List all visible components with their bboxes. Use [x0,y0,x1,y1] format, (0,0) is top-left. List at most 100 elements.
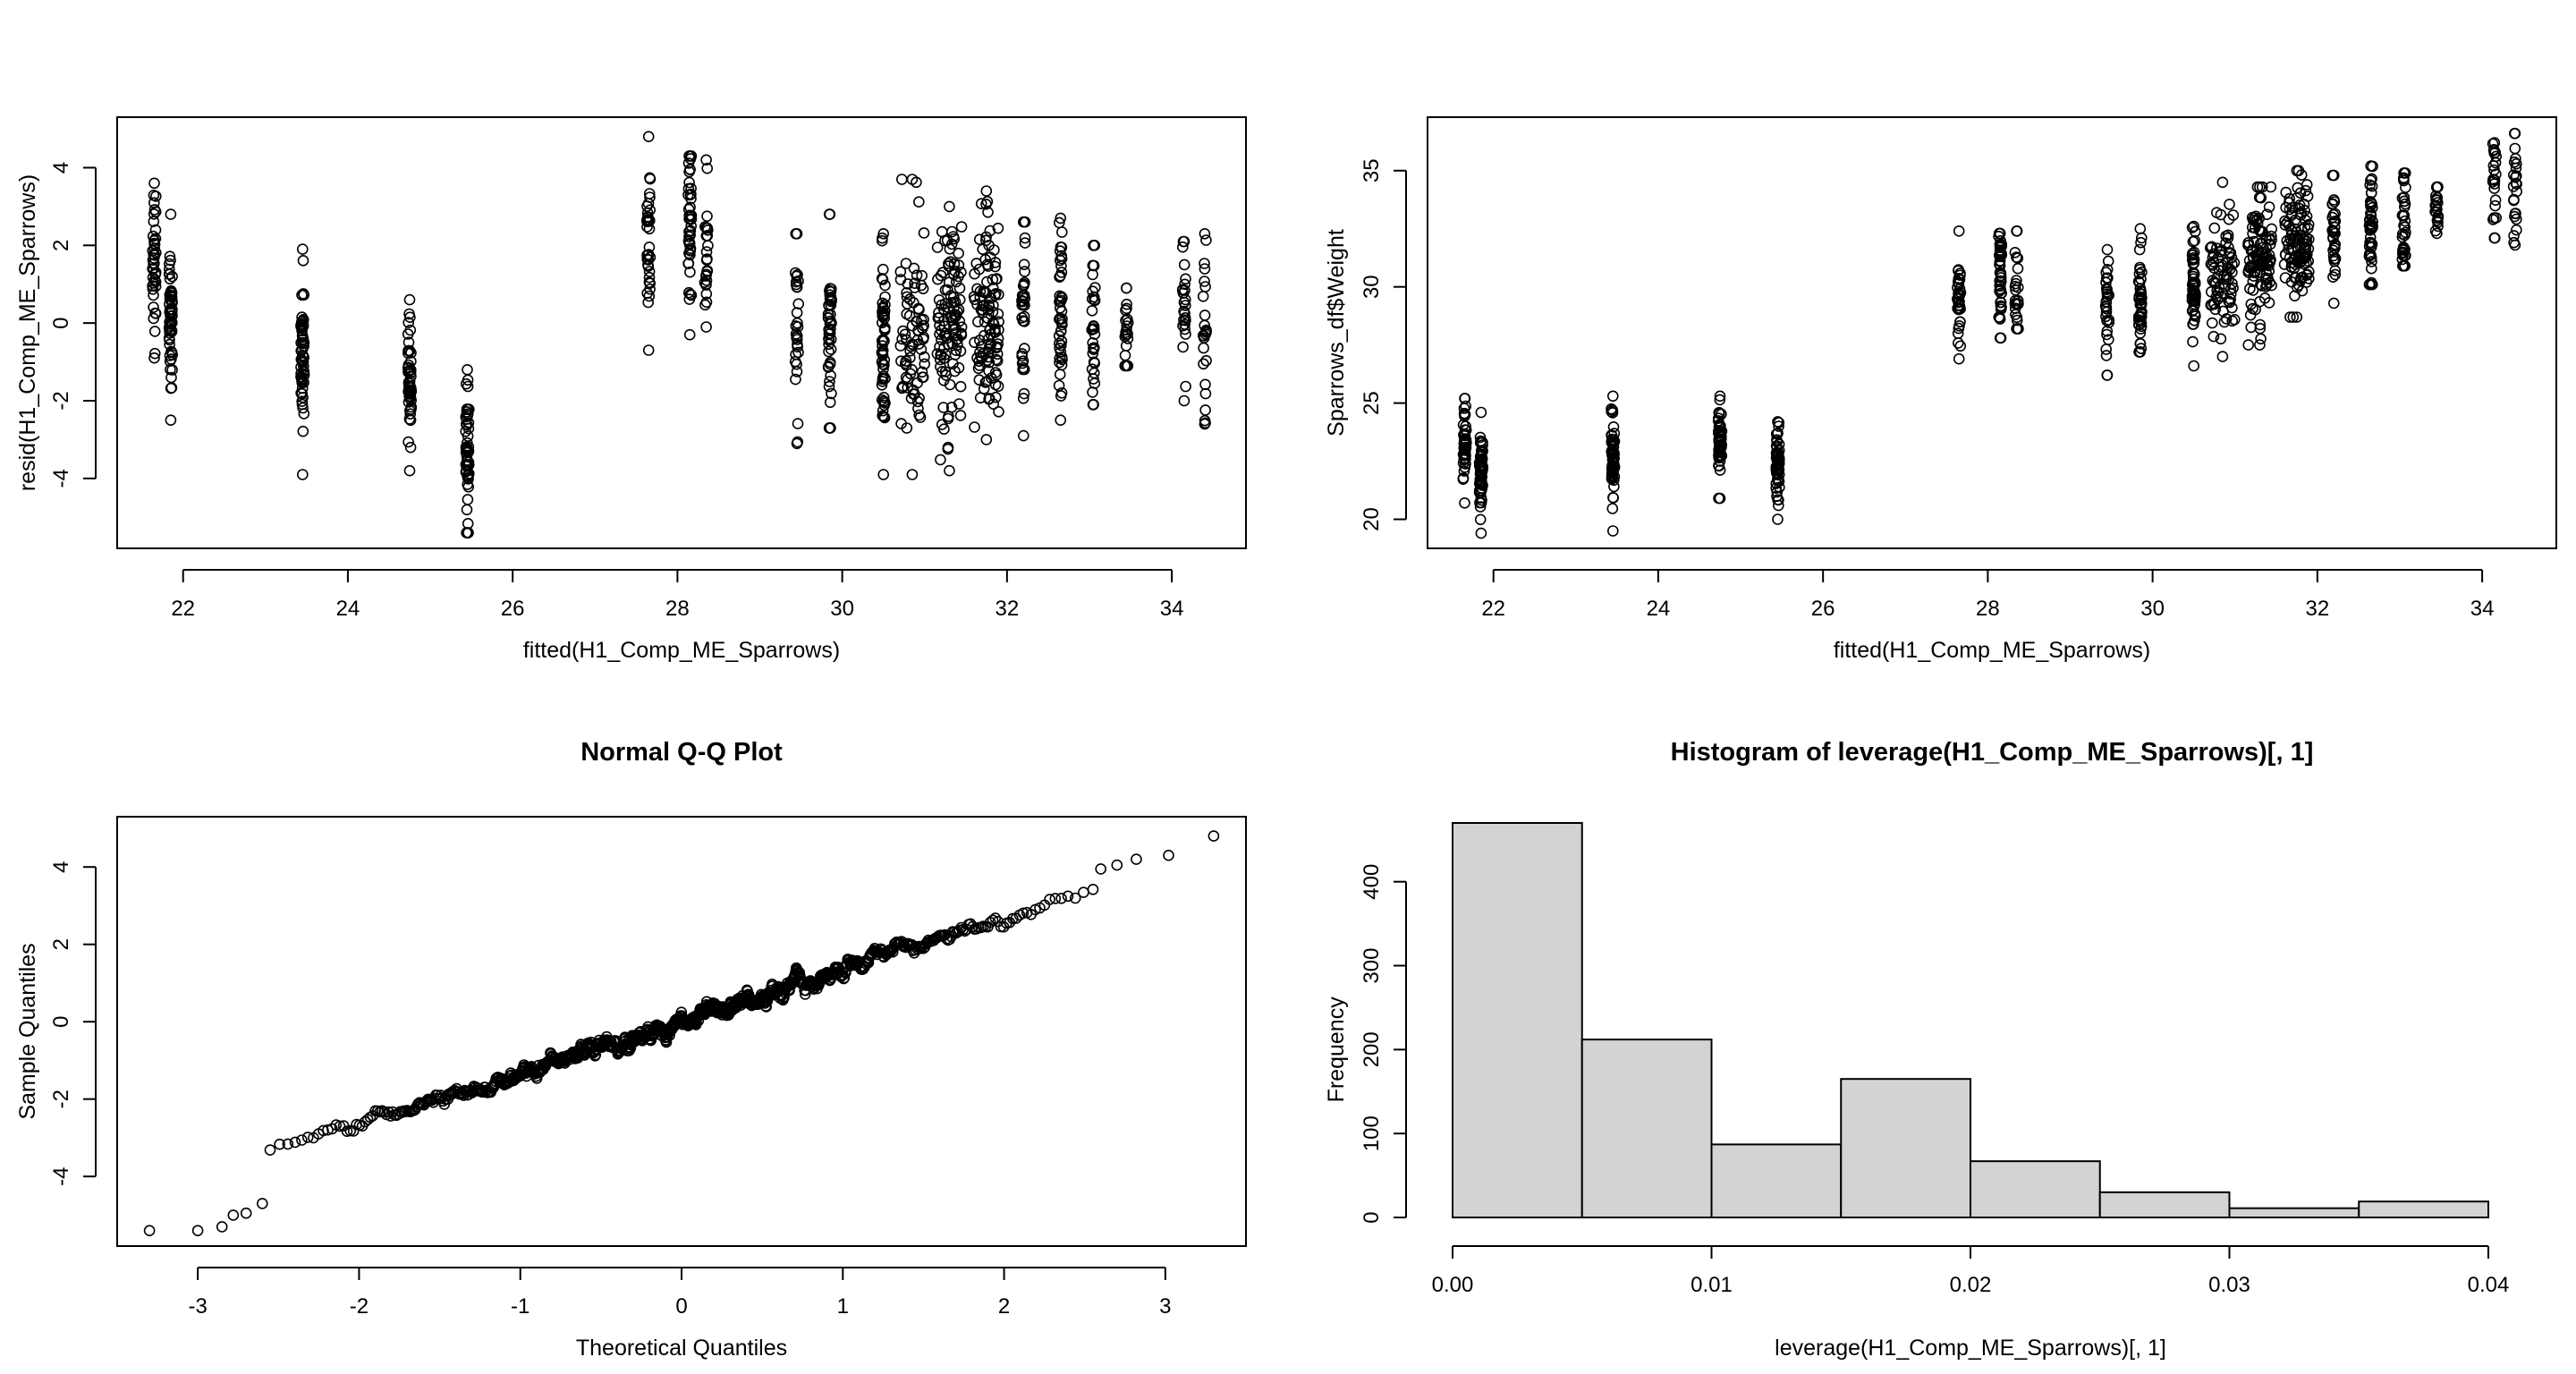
data-point [909,388,920,400]
data-point [792,418,804,429]
data-point [642,131,655,142]
data-point [2363,278,2376,291]
data-point [684,249,696,261]
data-point [2224,199,2235,210]
data-point [2227,282,2239,294]
data-point [301,1132,314,1143]
data-point [878,359,890,371]
y-tick-label: 2 [49,938,73,950]
x-tick-label: 0.00 [1432,1273,1474,1297]
histogram-bar [1452,822,1583,1218]
data-point [2292,165,2305,177]
data-point [296,334,309,346]
data-point [1476,494,1487,506]
data-point [164,250,176,263]
data-point [876,394,888,406]
data-point [990,353,1003,366]
data-point [1179,284,1191,296]
data-point [1606,436,1618,447]
data-point [2210,277,2222,290]
data-point [953,361,965,374]
data-point [790,227,802,240]
data-point [1198,358,1209,370]
data-point [1010,912,1022,924]
x-tick-label: 26 [1811,597,1835,621]
x-tick-label: -2 [350,1294,369,1319]
data-point [2188,257,2200,269]
data-point [2263,201,2275,213]
data-point [462,527,474,539]
data-point [993,324,1004,336]
data-point [980,231,992,243]
data-point [2291,192,2302,204]
data-point [909,282,920,293]
data-point [792,436,804,448]
data-point [982,351,995,363]
data-point [1199,263,1211,275]
data-point [1714,434,1725,446]
data-point [971,283,983,295]
data-point [2012,323,2024,335]
plot-frame [116,816,1247,1247]
data-point [682,157,695,169]
data-point [1055,212,1066,225]
data-point [931,242,944,253]
data-point [297,360,309,372]
data-point [282,1138,294,1150]
y-tick-label: 2 [49,240,73,251]
data-point [792,317,803,329]
data-point [1474,513,1487,526]
data-point [2365,249,2377,261]
data-point [1199,227,1211,240]
data-point [2253,191,2266,203]
data-point [938,423,950,436]
data-point [405,355,417,368]
data-point [1607,420,1620,433]
data-point [1055,390,1067,402]
x-axis-label-residuals: fitted(H1_Comp_ME_Sparrows) [523,638,840,663]
data-point [945,238,958,250]
data-point [1054,337,1065,350]
data-point [901,286,912,299]
data-point [1163,849,1174,861]
data-point [1475,527,1487,539]
data-point [2367,278,2378,291]
data-point [460,441,472,454]
data-point [1713,492,1724,505]
data-point [298,408,310,420]
data-point [642,296,655,309]
data-point [1054,290,1065,302]
data-point [987,914,999,926]
data-point [682,286,695,299]
data-point [264,1144,276,1156]
data-point [2364,196,2377,208]
data-point [216,1221,228,1233]
data-point [1198,342,1209,354]
y-tick-label: 0 [1360,1211,1384,1223]
plot-title-qq: Normal Q-Q Plot [580,738,783,767]
data-point [2100,310,2112,323]
data-point [2229,313,2241,326]
data-point [165,414,177,427]
data-point [166,303,178,316]
data-point [1952,327,1964,340]
data-point [1044,894,1055,905]
data-point [1954,267,1966,279]
data-point [334,1120,346,1132]
data-point [825,309,836,320]
data-point [164,263,175,276]
data-point [825,334,837,345]
data-point [2507,181,2520,192]
data-point [2364,236,2376,249]
data-point [166,296,178,309]
y-tick-label: -4 [49,469,73,488]
data-point [1714,445,1725,458]
data-point [2365,208,2377,219]
data-point [297,288,309,300]
data-point [896,333,908,345]
data-point [2261,257,2274,269]
data-point [933,312,945,324]
data-point [2488,232,2501,244]
data-point [947,231,960,242]
